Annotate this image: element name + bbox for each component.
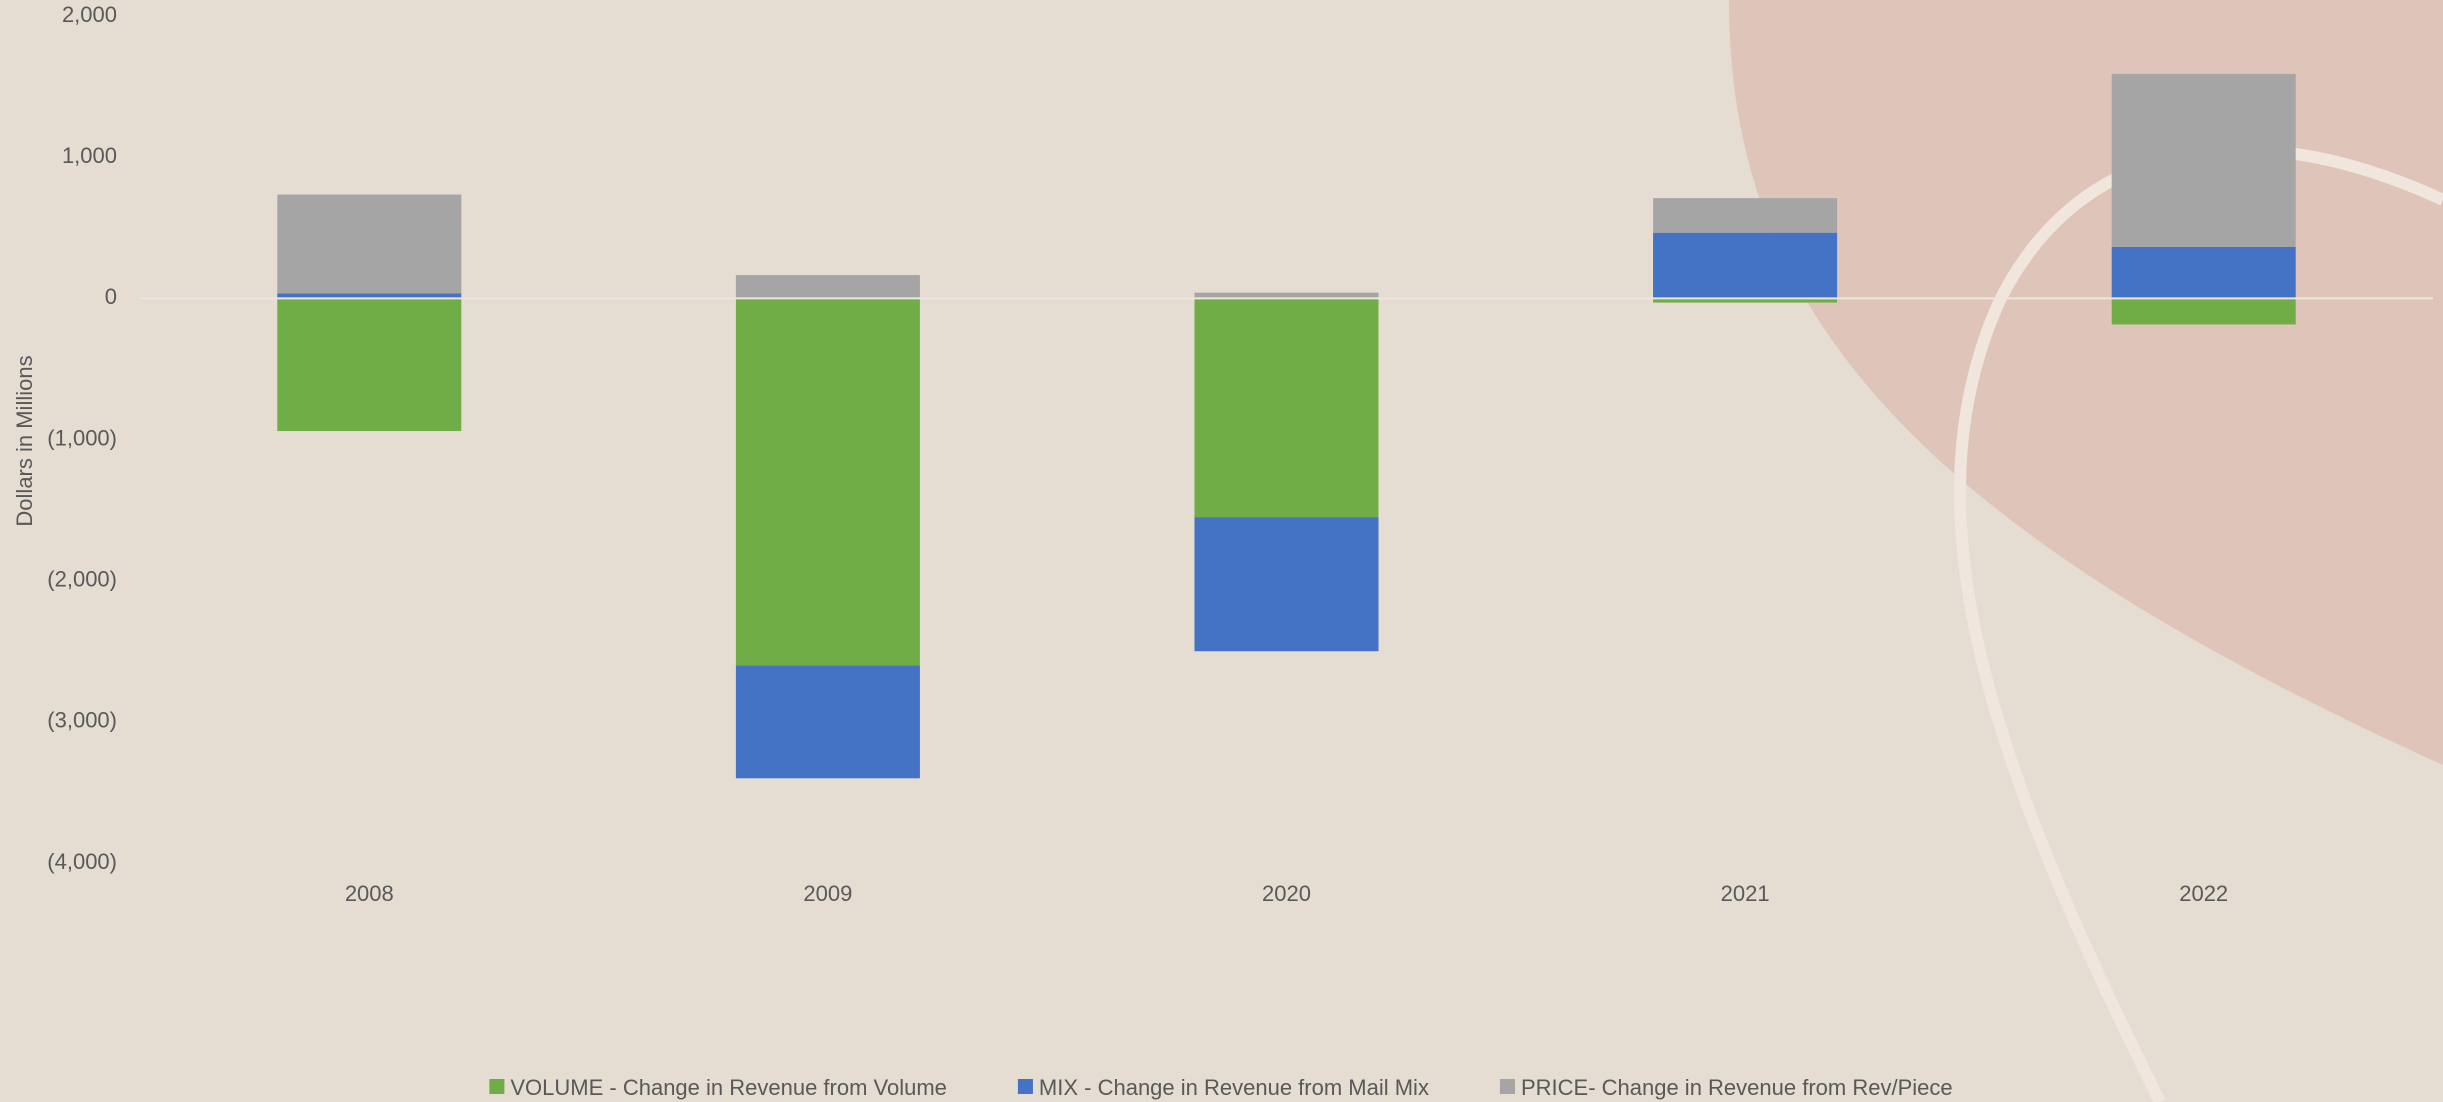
bar-segment xyxy=(1653,198,1837,233)
legend-swatch xyxy=(489,1079,504,1094)
chart: Dollars in Millions (4,000) (3,000) (2,000… xyxy=(0,0,2443,1102)
bar-segment xyxy=(736,298,920,665)
y-tick-label: 2,000 xyxy=(62,2,117,27)
y-axis-title: Dollars in Millions xyxy=(12,355,37,526)
y-tick-label: (4,000) xyxy=(47,849,117,874)
bar-segment xyxy=(2112,74,2296,247)
bar-segment xyxy=(1653,233,1837,299)
bar-segment xyxy=(1195,298,1379,517)
y-tick-label: 0 xyxy=(105,284,117,309)
x-tick-label: 2009 xyxy=(803,881,852,906)
bar-segment xyxy=(1195,517,1379,651)
x-tick-label: 2021 xyxy=(1721,881,1770,906)
y-tick-label: (2,000) xyxy=(47,566,117,591)
y-tick-label: (3,000) xyxy=(47,708,117,733)
x-tick-label: 2022 xyxy=(2179,881,2228,906)
legend-swatch xyxy=(1018,1079,1033,1094)
bar-segment xyxy=(736,275,920,298)
legend-label: VOLUME - Change in Revenue from Volume xyxy=(510,1075,947,1100)
legend-swatch xyxy=(1500,1079,1515,1094)
legend-label: PRICE- Change in Revenue from Rev/Piece xyxy=(1521,1075,1953,1100)
y-tick-label: 1,000 xyxy=(62,143,117,168)
bar-segment xyxy=(736,665,920,778)
x-tick-label: 2020 xyxy=(1262,881,1311,906)
bar-segment xyxy=(2112,247,2296,299)
bar-segment xyxy=(277,298,461,431)
bar-segment xyxy=(277,195,461,294)
legend-label: MIX - Change in Revenue from Mail Mix xyxy=(1039,1075,1429,1100)
bar-segment xyxy=(2112,298,2296,324)
x-tick-label: 2008 xyxy=(345,881,394,906)
y-tick-label: (1,000) xyxy=(47,425,117,450)
page: Dollars in Millions (4,000) (3,000) (2,000… xyxy=(0,0,2443,1102)
